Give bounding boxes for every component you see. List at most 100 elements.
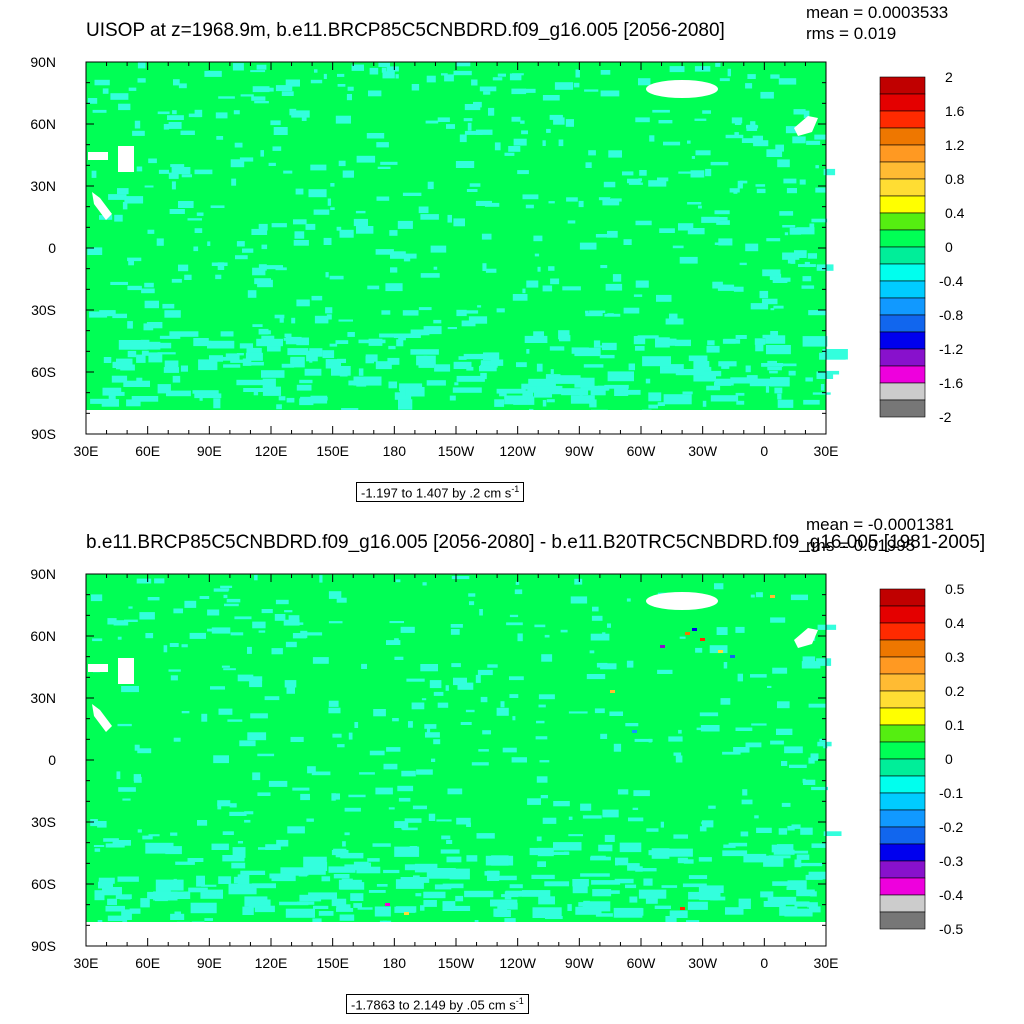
field-patch <box>143 323 154 331</box>
field-patch <box>592 606 599 612</box>
field-patch <box>522 890 551 897</box>
masked-region <box>646 80 718 98</box>
field-patch <box>114 214 123 222</box>
field-patch <box>102 387 122 396</box>
colorbar-label: -0.4 <box>939 273 963 289</box>
field-patch <box>638 78 651 86</box>
field-patch <box>496 707 509 716</box>
mean-label: mean = -0.0001381 <box>806 515 954 534</box>
field-patch <box>348 380 358 386</box>
field-patch <box>268 162 276 166</box>
field-patch <box>598 197 611 201</box>
rms-label: rms = 0.019 <box>806 24 897 43</box>
field-patch <box>389 621 404 624</box>
field-patch <box>511 88 527 95</box>
field-patch <box>153 891 178 901</box>
field-patch <box>376 142 389 148</box>
field-patch <box>781 761 788 766</box>
field-patch <box>173 79 180 86</box>
field-patch <box>717 284 735 291</box>
field-patch <box>494 142 501 151</box>
field-patch <box>237 674 254 682</box>
field-patch <box>446 840 453 844</box>
field-patch <box>221 665 230 668</box>
field-patch <box>164 310 181 318</box>
field-patch <box>754 815 759 819</box>
field-patch <box>560 629 568 633</box>
field-patch <box>737 673 743 682</box>
colorbar-swatch <box>879 877 926 896</box>
field-patch <box>304 632 323 636</box>
field-patch <box>517 633 523 642</box>
field-patch <box>423 326 442 335</box>
field-patch <box>232 63 244 71</box>
field-patch <box>789 764 807 768</box>
field-patch <box>381 310 391 315</box>
field-patch <box>295 188 304 195</box>
field-patch <box>549 346 565 351</box>
field-patch <box>148 352 163 363</box>
colorbar-swatch <box>879 758 926 777</box>
field-patch <box>657 402 665 406</box>
field-patch <box>147 597 160 601</box>
field-patch <box>628 817 644 822</box>
field-patch <box>637 335 659 339</box>
field-patch <box>599 354 615 359</box>
chart-title: b.e11.BRCP85C5CNBDRD.f09_g16.005 [2056-2… <box>86 532 986 553</box>
field-patch <box>411 84 420 91</box>
field-patch <box>458 356 467 360</box>
field-patch <box>325 359 341 369</box>
field-patch <box>190 902 217 914</box>
field-patch <box>265 87 274 92</box>
field-patch <box>338 319 353 322</box>
field-patch <box>485 268 497 273</box>
field-patch <box>755 592 763 598</box>
field-patch <box>449 868 470 880</box>
field-patch <box>456 817 471 825</box>
field-patch <box>184 600 197 608</box>
field-patch <box>687 901 708 910</box>
x-tick-label: 30E <box>814 955 839 971</box>
x-tick-label: 150E <box>316 443 349 459</box>
range-text: -1.7863 to 2.149 by .05 cm s <box>351 997 516 1013</box>
field-patch <box>168 122 182 129</box>
field-patch <box>434 364 451 372</box>
colorbar-swatch <box>879 605 926 624</box>
field-patch <box>338 160 346 167</box>
field-patch <box>170 832 178 836</box>
field-patch <box>229 803 237 808</box>
field-patch <box>367 858 380 862</box>
field-patch <box>331 898 347 907</box>
field-patch <box>594 708 605 714</box>
field-patch <box>244 811 254 815</box>
field-patch <box>403 254 411 262</box>
field-patch <box>453 361 472 369</box>
field-patch <box>784 746 803 754</box>
field-patch <box>89 311 108 318</box>
field-patch <box>404 864 421 871</box>
field-patch <box>609 711 623 716</box>
field-patch <box>308 892 337 900</box>
field-patch <box>544 634 550 638</box>
field-patch <box>687 140 691 144</box>
field-patch <box>144 282 154 288</box>
x-tick-label: 30W <box>688 443 718 459</box>
field-patch <box>142 835 153 840</box>
field-patch <box>767 896 797 905</box>
field-patch <box>454 382 459 386</box>
field-patch <box>663 394 692 405</box>
field-patch <box>756 827 772 833</box>
field-patch <box>709 645 728 654</box>
field-patch <box>124 619 138 622</box>
field-patch <box>437 117 450 122</box>
field-patch <box>536 720 545 724</box>
field-patch <box>194 169 213 175</box>
field-patch <box>497 73 506 77</box>
field-patch <box>111 375 128 383</box>
field-patch <box>536 385 563 395</box>
field-patch <box>477 305 482 308</box>
field-patch <box>213 398 221 409</box>
field-patch <box>658 120 673 124</box>
field-patch <box>386 640 401 645</box>
field-patch <box>433 319 442 324</box>
